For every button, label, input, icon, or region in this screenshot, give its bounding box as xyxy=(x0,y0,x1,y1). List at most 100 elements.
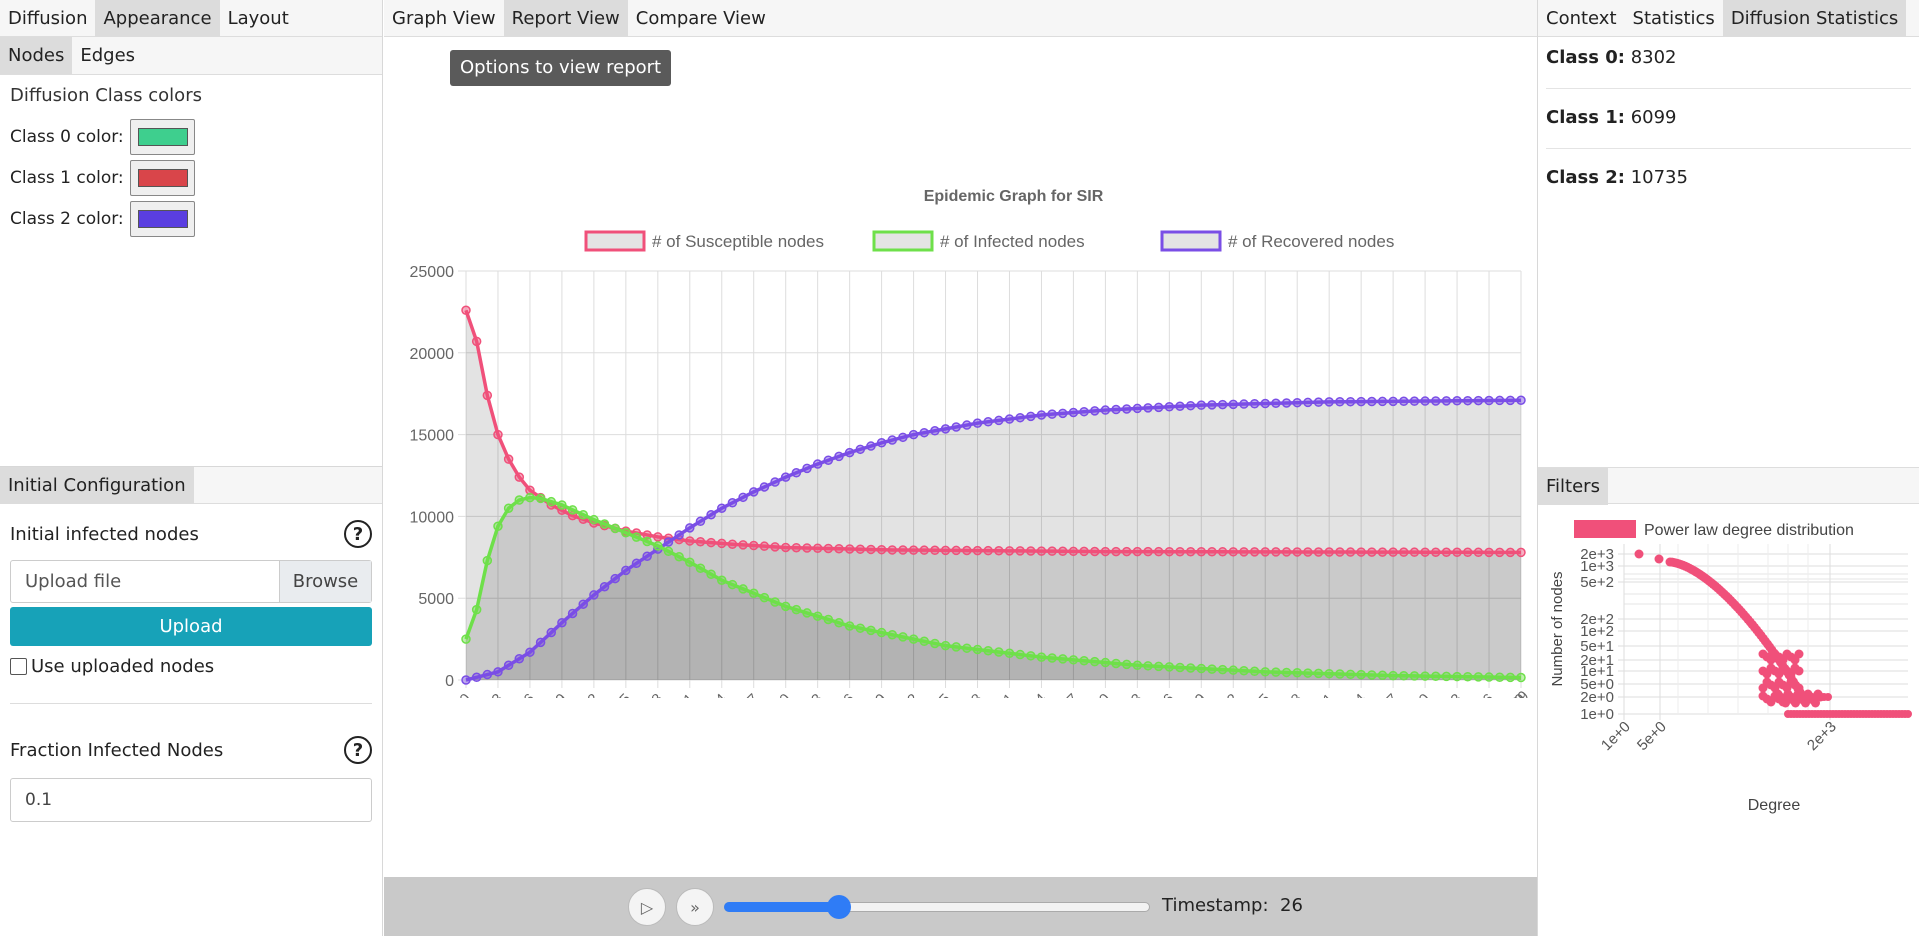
class-0-swatch xyxy=(137,127,188,146)
data-point xyxy=(1377,670,1388,681)
fraction-infected-input[interactable]: 0.1 xyxy=(10,778,372,822)
data-point xyxy=(919,636,929,647)
data-point xyxy=(1026,411,1036,422)
browse-button[interactable]: Browse xyxy=(279,561,371,602)
options-to-view-report-button[interactable]: Options to view report xyxy=(450,50,672,86)
use-uploaded-checkbox[interactable] xyxy=(10,658,27,675)
data-point xyxy=(1196,663,1207,674)
x-tick-label: 66 xyxy=(1154,690,1178,698)
data-point xyxy=(610,573,620,584)
class-1-color-picker[interactable] xyxy=(130,159,195,196)
data-point xyxy=(855,444,866,455)
data-point xyxy=(1409,671,1420,681)
timestamp-slider[interactable] xyxy=(724,895,1150,919)
data-point xyxy=(940,545,951,556)
tab-initial-configuration[interactable]: Initial Configuration xyxy=(0,467,194,504)
x-tick-label: 75 xyxy=(1250,690,1274,698)
data-point xyxy=(1904,710,1912,718)
tab-graph-view[interactable]: Graph View xyxy=(392,8,496,29)
data-point xyxy=(1345,396,1356,407)
data-point xyxy=(546,496,557,507)
tab-diffusion-statistics[interactable]: Diffusion Statistics xyxy=(1722,0,1907,37)
data-point xyxy=(1420,396,1430,406)
tab-context[interactable]: Context xyxy=(1546,8,1617,29)
help-icon[interactable]: ? xyxy=(344,520,372,548)
data-point xyxy=(717,503,727,513)
x-tick-label: 12 xyxy=(579,690,603,698)
tab-filters[interactable]: Filters xyxy=(1538,468,1608,505)
stat-label: Class 1: xyxy=(1546,107,1625,128)
class-2-color-row: Class 2 color: xyxy=(10,198,372,239)
fast-forward-icon[interactable]: » xyxy=(676,888,714,926)
data-point xyxy=(930,545,940,556)
data-point xyxy=(1068,407,1079,418)
data-point xyxy=(1473,547,1484,558)
data-point xyxy=(1654,554,1664,564)
data-point xyxy=(567,505,578,515)
tab-nodes[interactable]: Nodes xyxy=(0,37,73,74)
initial-configuration-panel: Initial Configuration Initial infected n… xyxy=(0,467,382,832)
data-point xyxy=(631,532,642,542)
tab-compare-view[interactable]: Compare View xyxy=(635,8,766,29)
class-0-color-picker[interactable] xyxy=(130,118,195,155)
data-point xyxy=(1026,546,1036,556)
data-point xyxy=(1036,410,1047,420)
tab-report-view[interactable]: Report View xyxy=(503,0,628,37)
data-point xyxy=(1249,666,1260,677)
series-area-I xyxy=(466,497,1521,680)
x-tick-label: 63 xyxy=(1122,690,1146,698)
y-tick-label: 1e+3 xyxy=(1580,558,1614,575)
data-point xyxy=(1388,547,1398,557)
data-point xyxy=(1239,547,1249,557)
tab-edges[interactable]: Edges xyxy=(80,45,136,66)
x-tick-label: 2e+3 xyxy=(1804,718,1840,754)
data-point xyxy=(1313,668,1324,679)
data-point xyxy=(1132,403,1143,414)
data-point xyxy=(898,432,908,443)
stat-class-2: Class 2: 10735 xyxy=(1546,165,1911,208)
x-tick-label: 45 xyxy=(930,690,954,698)
data-point xyxy=(951,545,961,556)
help-icon[interactable]: ? xyxy=(344,736,372,764)
data-point xyxy=(1153,546,1164,557)
data-point xyxy=(1036,546,1047,556)
x-tick-label: 36 xyxy=(834,690,858,698)
data-point xyxy=(748,588,759,599)
data-point xyxy=(1121,546,1132,557)
data-point xyxy=(493,429,503,440)
data-point xyxy=(1132,660,1143,671)
upload-button[interactable]: Upload xyxy=(10,607,372,646)
data-point xyxy=(1207,664,1217,674)
data-point xyxy=(1121,659,1132,670)
data-point xyxy=(1217,399,1228,410)
fraction-infected-label: Fraction Infected Nodes xyxy=(10,739,224,761)
epidemic-chart: Epidemic Graph for SIR # of Susceptible n… xyxy=(410,188,1533,698)
tab-appearance[interactable]: Appearance xyxy=(95,0,220,37)
class-colors-panel: Diffusion Class colors Class 0 color: Cl… xyxy=(0,75,382,467)
stat-label: Class 2: xyxy=(1546,167,1625,188)
x-tick-label: 6 xyxy=(521,690,539,698)
upload-file-input[interactable]: Upload file xyxy=(25,571,122,592)
tab-layout[interactable]: Layout xyxy=(227,8,289,29)
data-point xyxy=(812,459,823,469)
tab-statistics[interactable]: Statistics xyxy=(1632,8,1715,29)
data-point xyxy=(685,523,695,533)
x-axis-label: Degree xyxy=(1748,797,1801,814)
data-point xyxy=(1004,414,1015,424)
data-point xyxy=(834,451,844,462)
playback-bar: ▷ » Timestamp: 26 xyxy=(384,877,1537,936)
class-2-color-picker[interactable] xyxy=(130,200,195,237)
play-icon[interactable]: ▷ xyxy=(628,888,666,926)
data-point xyxy=(471,336,482,347)
data-point xyxy=(1121,404,1132,414)
data-point xyxy=(461,675,471,685)
class-2-color-label: Class 2 color: xyxy=(10,208,124,229)
data-point xyxy=(1185,546,1196,557)
data-point xyxy=(1079,655,1089,666)
slider-thumb[interactable] xyxy=(827,895,852,919)
legend-swatch xyxy=(1160,230,1222,252)
tab-diffusion[interactable]: Diffusion xyxy=(8,8,88,29)
data-point xyxy=(471,604,482,615)
data-point xyxy=(1175,546,1185,557)
y-tick-label: 2e+0 xyxy=(1580,689,1614,706)
